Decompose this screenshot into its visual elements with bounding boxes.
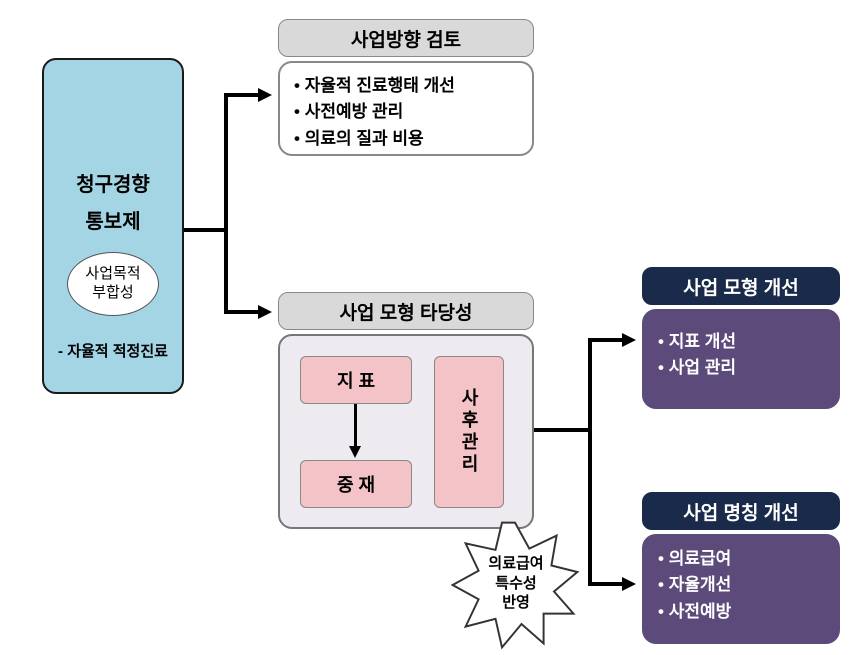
conn-mid-arrow	[258, 305, 272, 319]
conn-right1-arrow	[622, 333, 636, 347]
conn-right1-h	[590, 338, 624, 342]
top-item-1: 사전예방 관리	[294, 99, 518, 125]
right1-item-0: 지표 개선	[658, 329, 824, 355]
left-ellipse: 사업목적 부합성	[67, 252, 159, 316]
right1-item-1: 사업 관리	[658, 355, 824, 381]
conn-top-h	[226, 93, 260, 97]
right2-item-2: 사전예방	[658, 599, 824, 625]
top-item-2: 의료의 질과 비용	[294, 126, 518, 152]
conn-mid-right-v	[588, 338, 592, 586]
right2-header-text: 사업 명칭 개선	[683, 498, 798, 525]
right2-header: 사업 명칭 개선	[642, 492, 840, 530]
left-title-1: 청구경향	[44, 168, 182, 197]
right2-list: 의료급여 자율개선 사전예방	[644, 536, 838, 635]
left-ellipse-line1: 사업목적	[85, 265, 140, 284]
conn-right2-arrow	[622, 577, 636, 591]
mid-box-2-text: 중 재	[337, 471, 375, 497]
right2-content: 의료급여 자율개선 사전예방	[642, 534, 840, 644]
conn-left-v	[224, 93, 228, 314]
starburst-label: 의료급여 특수성 반영	[478, 554, 554, 613]
conn-right2-h	[590, 582, 624, 586]
star-line3: 반영	[478, 593, 554, 613]
mid-inner-arrow-line	[354, 404, 357, 448]
mid-box-2: 중 재	[300, 460, 412, 508]
right2-item-0: 의료급여	[658, 546, 824, 572]
top-header: 사업방향 검토	[278, 19, 534, 57]
top-item-0: 자율적 진료행태 개선	[294, 73, 518, 99]
mid-box-3: 사후관리	[434, 356, 504, 508]
mid-header: 사업 모형 타당성	[278, 292, 534, 330]
right1-header-text: 사업 모형 개선	[683, 273, 798, 300]
right1-header: 사업 모형 개선	[642, 267, 840, 305]
top-content-box: 자율적 진료행태 개선 사전예방 관리 의료의 질과 비용	[278, 61, 534, 156]
top-header-text: 사업방향 검토	[351, 25, 461, 52]
conn-mid-right-h	[534, 428, 590, 432]
right1-list: 지표 개선 사업 관리	[644, 311, 838, 392]
conn-left-h	[184, 228, 226, 232]
left-ellipse-line2: 부합성	[85, 284, 140, 303]
right2-item-1: 자율개선	[658, 572, 824, 598]
star-line2: 특수성	[478, 574, 554, 594]
mid-inner-arrow-head	[349, 446, 361, 458]
mid-box-1-text: 지 표	[337, 367, 375, 393]
left-main-box: 청구경향 통보제 사업목적 부합성 - 자율적 적정진료	[42, 58, 184, 394]
top-list: 자율적 진료행태 개선 사전예방 관리 의료의 질과 비용	[280, 63, 532, 162]
mid-header-text: 사업 모형 타당성	[340, 298, 473, 325]
conn-top-arrow	[258, 88, 272, 102]
mid-box-3-text: 사후관리	[456, 388, 482, 476]
mid-box-1: 지 표	[300, 356, 412, 404]
star-line1: 의료급여	[478, 554, 554, 574]
conn-mid-h	[226, 310, 260, 314]
left-subtitle: - 자율적 적정진료	[44, 340, 182, 361]
left-title-2: 통보제	[44, 205, 182, 234]
right1-content: 지표 개선 사업 관리	[642, 309, 840, 409]
